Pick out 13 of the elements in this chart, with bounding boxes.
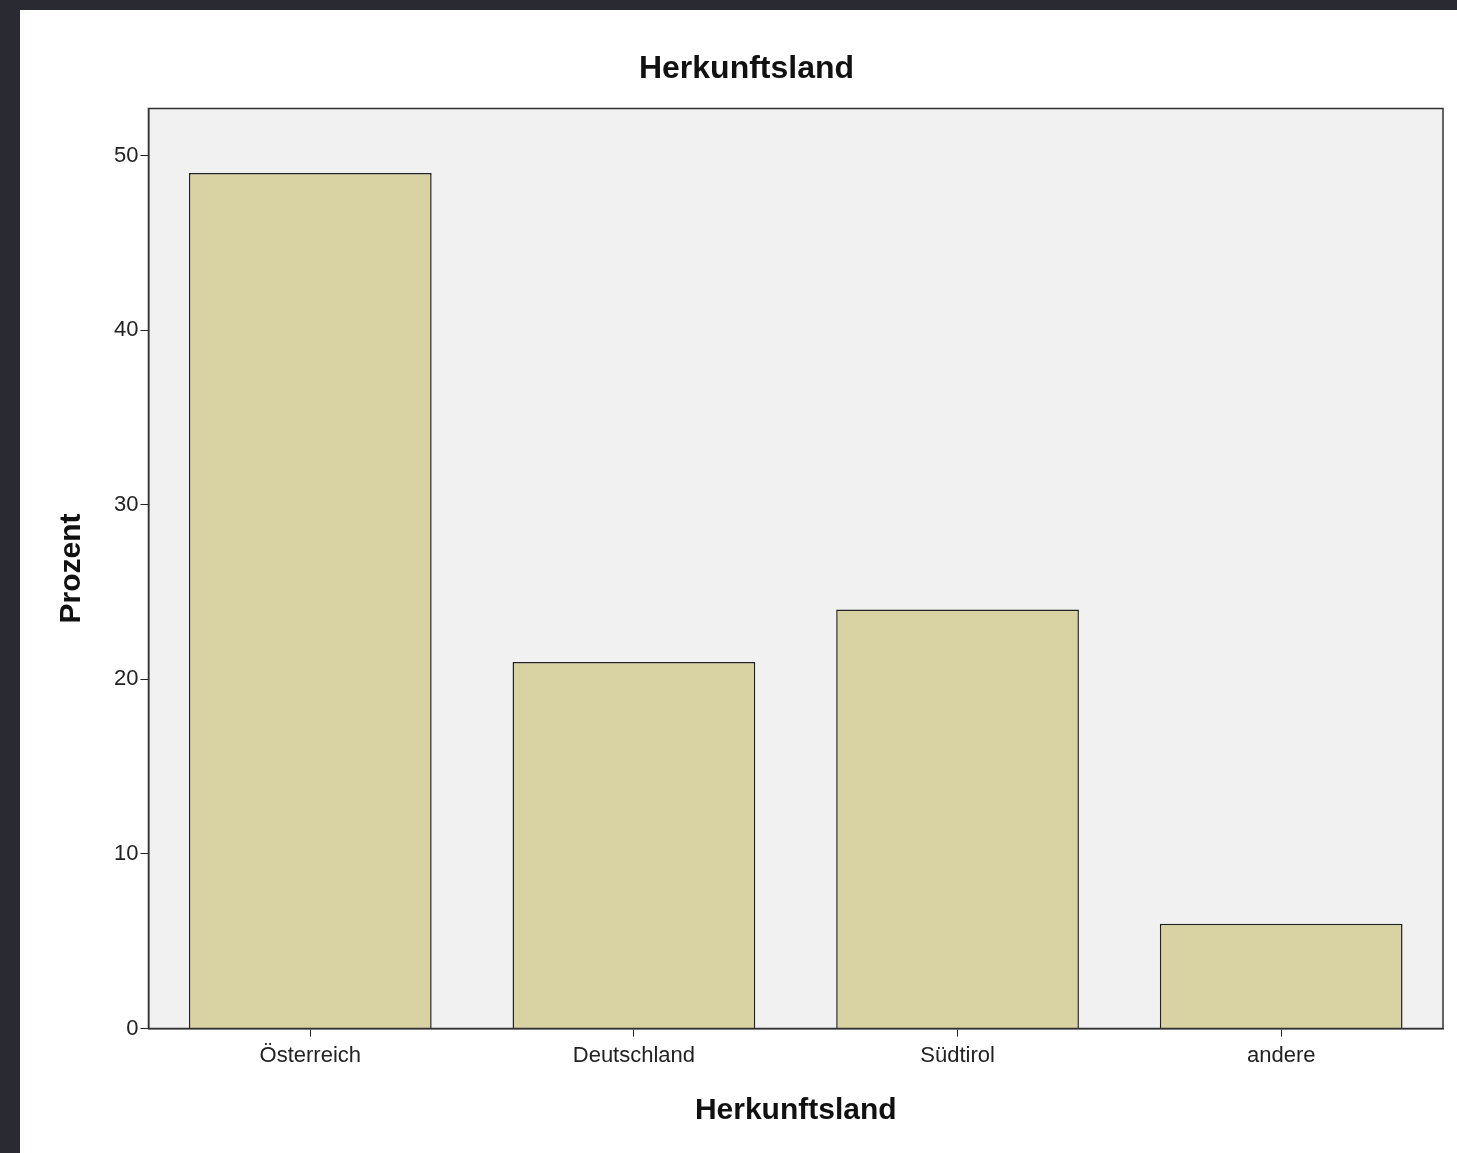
- y-axis-title: Prozent: [53, 513, 87, 624]
- x-tick-label: Südtirol: [920, 1041, 995, 1067]
- y-tick-label: 0: [126, 1014, 139, 1040]
- chart-title: Herkunftsland: [638, 49, 855, 86]
- y-tick-label: 40: [113, 316, 139, 342]
- x-tick-label: Deutschland: [572, 1041, 696, 1067]
- x-tick-label: andere: [1246, 1041, 1316, 1067]
- y-tick-label: 50: [113, 141, 139, 167]
- x-axis-title: Herkunftsland: [694, 1092, 897, 1126]
- y-tick-label: 20: [113, 665, 139, 691]
- x-tick-label: Österreich: [259, 1041, 362, 1067]
- y-tick-label: 30: [113, 490, 139, 516]
- y-tick-label: 10: [113, 840, 139, 866]
